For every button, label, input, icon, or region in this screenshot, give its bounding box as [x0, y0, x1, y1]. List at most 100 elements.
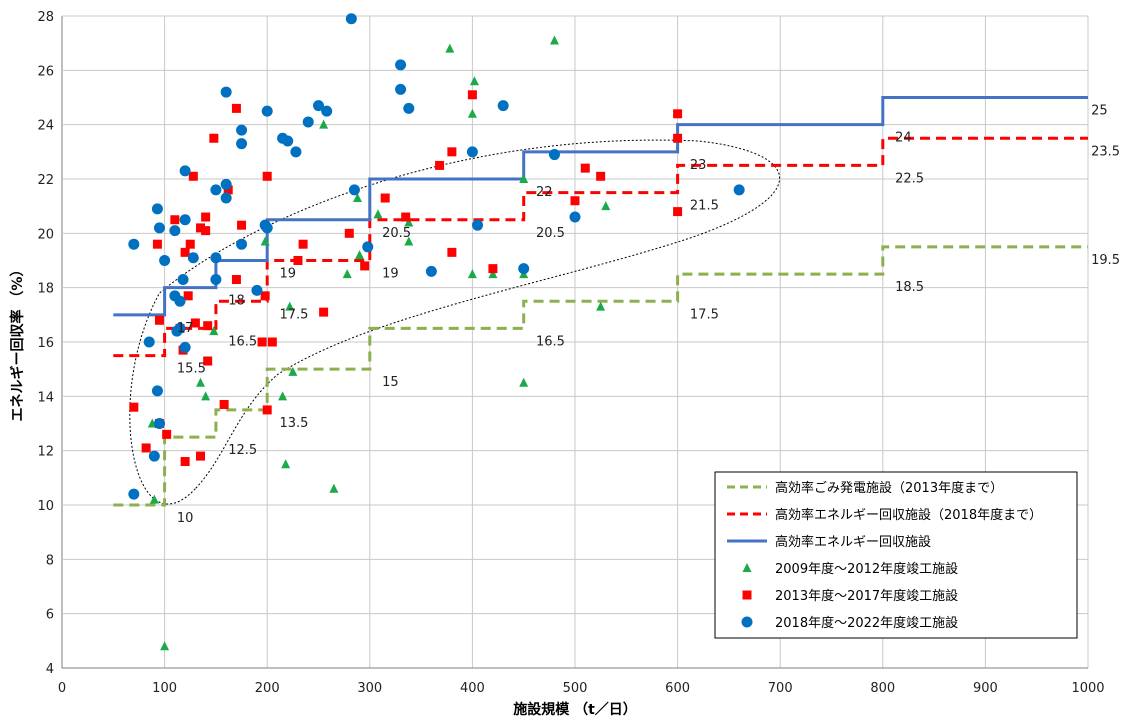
- data-point: [261, 222, 273, 234]
- data-point: [425, 265, 437, 277]
- data-point: [281, 459, 291, 469]
- y-tick-label: 4: [46, 662, 54, 677]
- data-point: [219, 399, 229, 409]
- data-point: [231, 275, 241, 285]
- data-point: [570, 196, 580, 206]
- data-point: [362, 241, 374, 253]
- step-value-label: 16.5: [228, 334, 257, 349]
- data-point: [162, 429, 172, 439]
- y-tick-label: 22: [37, 173, 54, 188]
- legend-box: [714, 471, 1078, 639]
- data-point: [404, 236, 414, 246]
- x-tick-label: 500: [563, 681, 588, 696]
- data-point: [278, 391, 288, 401]
- step-value-label: 22: [536, 185, 553, 200]
- data-point: [302, 116, 314, 128]
- data-point: [447, 147, 457, 157]
- data-point: [360, 261, 370, 271]
- axis-ticks: 0 100 200 300 400 500 600 700 800 900 1000 4 6 8 10 12 1…: [37, 10, 1104, 696]
- data-point: [159, 255, 171, 266]
- data-point: [209, 133, 219, 143]
- data-point: [187, 252, 199, 264]
- legend-entry: 高効率エネルギー回収施設（2018年度まで）: [775, 507, 1042, 523]
- data-point: [179, 341, 191, 353]
- data-point: [220, 178, 232, 190]
- data-point: [403, 102, 415, 114]
- data-point: [196, 377, 206, 387]
- x-tick-label: 700: [768, 681, 793, 696]
- step-value-label: 25: [1091, 104, 1108, 119]
- legend-marker: [742, 563, 752, 572]
- data-point: [183, 291, 193, 301]
- step-value-label: 17.5: [690, 307, 719, 322]
- data-point: [170, 215, 180, 225]
- legend-entry: 2013年度～2017年度竣工施設: [775, 588, 958, 604]
- data-point: [673, 207, 683, 217]
- x-tick-label: 100: [152, 681, 177, 696]
- y-axis-title: エネルギー回収率 （%）: [9, 263, 26, 422]
- data-point: [467, 269, 477, 279]
- step-value-label: 18.5: [895, 280, 924, 295]
- step-value-label: 23.5: [1091, 144, 1120, 159]
- data-point: [352, 193, 362, 203]
- step-value-label: 19: [280, 267, 297, 282]
- data-point: [257, 337, 267, 347]
- legend-marker: [741, 616, 753, 628]
- data-point: [185, 239, 195, 249]
- data-point: [319, 119, 329, 129]
- step-value-label: 17: [177, 321, 194, 336]
- data-point: [149, 494, 159, 504]
- x-tick-label: 800: [870, 681, 895, 696]
- data-point: [404, 217, 414, 227]
- y-tick-label: 26: [37, 64, 54, 79]
- y-tick-label: 28: [37, 10, 54, 25]
- step-value-label: 19: [382, 267, 399, 282]
- y-tick-label: 24: [37, 119, 54, 134]
- data-point: [141, 443, 151, 453]
- step-value-label: 18: [228, 294, 245, 309]
- data-point: [203, 356, 213, 366]
- data-point: [267, 337, 277, 347]
- legend-entry: 2018年度～2022年度竣工施設: [775, 615, 958, 631]
- data-point: [488, 264, 498, 274]
- data-point: [153, 418, 165, 429]
- data-point: [169, 225, 181, 237]
- y-tick-label: 12: [37, 445, 54, 460]
- x-tick-label: 900: [973, 681, 998, 696]
- data-point: [160, 641, 170, 651]
- step-line: [113, 245, 1088, 507]
- data-point: [196, 223, 206, 233]
- data-point: [201, 226, 211, 236]
- data-point: [395, 83, 407, 95]
- step-value-label: 13.5: [280, 416, 309, 431]
- data-point: [201, 212, 211, 222]
- step-value-label: 15.5: [177, 362, 206, 377]
- x-tick-label: 600: [665, 681, 690, 696]
- data-point: [601, 201, 611, 211]
- data-point: [220, 86, 232, 98]
- legend-entry: 高効率エネルギー回収施設: [775, 534, 931, 550]
- data-point: [180, 247, 190, 257]
- data-point: [596, 301, 606, 311]
- data-point: [237, 220, 247, 230]
- data-point: [319, 307, 329, 317]
- data-point: [549, 35, 559, 45]
- step-value-label: 10: [177, 511, 194, 526]
- data-point: [548, 149, 560, 161]
- data-point: [231, 103, 241, 113]
- data-point: [236, 138, 248, 150]
- data-point: [469, 76, 479, 86]
- data-point: [466, 146, 478, 158]
- data-point: [580, 163, 590, 173]
- step-labels: 10 12.5 13.5 15 16.5 17.5 18.5 19.5 15.5 16.5 17.5…: [177, 104, 1120, 527]
- data-point: [348, 184, 360, 196]
- legend-entry: 高効率ごみ発電施設（2013年度まで）: [775, 480, 1003, 496]
- y-tick-label: 6: [46, 608, 54, 623]
- data-point: [190, 318, 200, 328]
- data-point: [220, 192, 232, 204]
- data-point: [447, 247, 457, 257]
- data-point: [345, 13, 357, 25]
- data-point: [260, 291, 270, 301]
- x-tick-label: 200: [255, 681, 280, 696]
